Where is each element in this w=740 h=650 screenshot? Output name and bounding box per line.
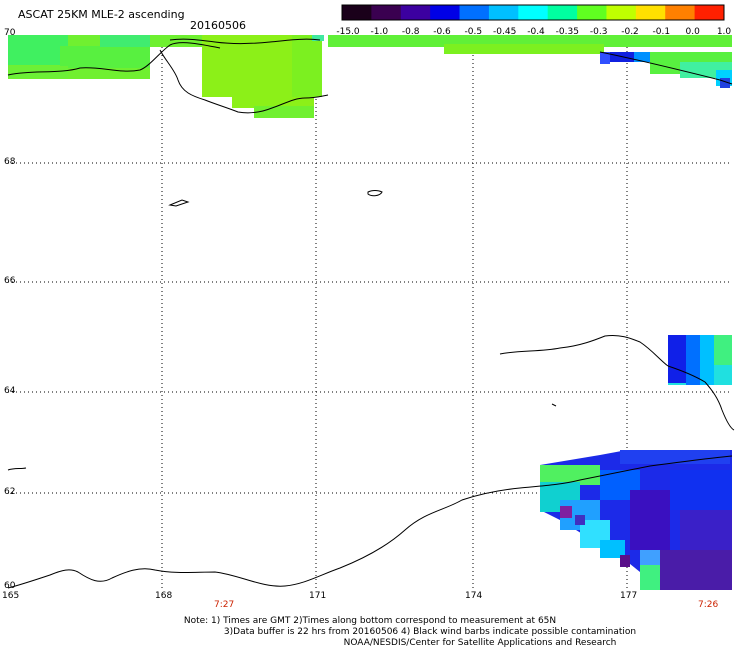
lon-label-171: 171 [309,591,327,601]
colorbar-segment [547,5,578,20]
time-label-left: 7:27 [214,600,235,610]
map-date: 20160506 [190,19,246,32]
lon-label-168: 168 [155,591,173,601]
colorbar-segment [606,5,637,20]
colorbar-segment [400,5,431,20]
colorbar-segment [665,5,696,20]
lat-label-62: 62 [4,487,16,497]
colorbar-label: -0.5 [464,27,483,37]
lat-label-68: 68 [4,157,16,167]
lon-label-165: 165 [2,591,20,601]
colorbar-segment [342,5,372,20]
coastlines [7,38,735,589]
colorbar-label: -15.0 [336,27,360,37]
colorbar-label: -1.0 [370,27,389,37]
footer-note-1: Note: 1) Times are GMT 2)Times along bot… [183,616,557,626]
colorbar-segment [694,5,725,20]
colorbar-segment [488,5,519,20]
lon-label-177: 177 [620,591,638,601]
colorbar-frame [341,4,725,21]
colorbar-label: -0.1 [652,27,671,37]
wind-swath-right-middle [668,335,732,385]
colorbar-label: -0.35 [555,27,579,37]
map-gridlines [8,35,732,590]
footer-credit: NOAA/NESDIS/Center for Satellite Applica… [343,638,617,648]
colorbar-segment [577,5,607,20]
colorbar-label: 0.0 [685,27,700,37]
lat-label-64: 64 [4,386,16,396]
colorbar-label: -0.45 [493,27,517,37]
lat-label-66: 66 [4,276,16,286]
map-title: ASCAT 25KM MLE-2 ascending [18,8,185,21]
colorbar-segment [430,5,461,20]
colorbar-segment [518,5,549,20]
colorbar-segment [635,5,666,20]
wind-swath-bottom-right [540,450,732,590]
lat-label-70: 70 [4,28,16,38]
colorbar-label: -0.6 [433,27,451,37]
colorbar-segment [371,5,402,20]
colorbar-label: -0.2 [621,27,639,37]
colorbar-label: -0.8 [401,27,420,37]
lat-label-60: 60 [4,581,16,591]
colorbar-label: -0.4 [527,27,545,37]
colorbar [341,4,725,21]
footer-note-2: 3)Data buffer is 22 hrs from 20160506 4)… [223,627,637,637]
lon-label-174: 174 [465,591,483,601]
wind-swath-top-left [8,35,324,118]
time-label-right: 7:26 [698,600,719,610]
colorbar-segment [459,5,490,20]
colorbar-label: 1.0 [716,27,732,37]
colorbar-label: -0.3 [589,27,608,37]
